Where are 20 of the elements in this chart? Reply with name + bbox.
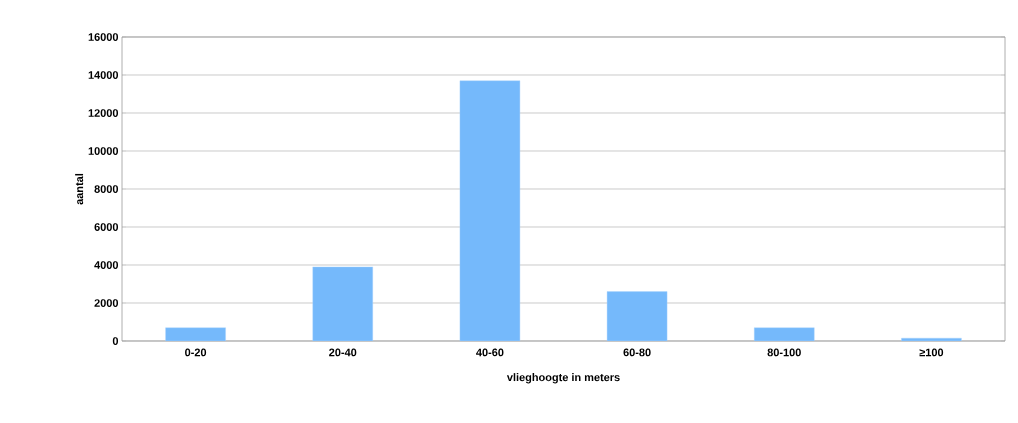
- x-tick-label: 40-60: [476, 348, 504, 357]
- x-tick-label: 20-40: [329, 348, 357, 357]
- bar: [459, 80, 521, 341]
- x-tick-label: 0-20: [185, 348, 207, 357]
- x-axis-title: vlieghoogte in meters: [506, 373, 620, 384]
- x-tick-label: ≥100: [919, 348, 944, 357]
- y-tick-label: 16000: [88, 33, 119, 41]
- y-tick-label: 0: [112, 337, 119, 345]
- bar: [312, 266, 373, 341]
- y-axis-title: aantal: [75, 173, 84, 205]
- y-tick-label: 10000: [88, 147, 119, 155]
- y-tick-label: 14000: [88, 71, 119, 79]
- y-tick-label: 12000: [88, 109, 119, 117]
- y-tick-label: 4000: [94, 261, 119, 269]
- x-tick-label: 60-80: [623, 348, 651, 357]
- y-tick-label: 2000: [94, 299, 119, 307]
- x-tick-label: 80-100: [767, 348, 801, 357]
- y-tick-label: 6000: [94, 223, 119, 231]
- bar: [606, 291, 668, 341]
- y-tick-label: 8000: [94, 185, 119, 193]
